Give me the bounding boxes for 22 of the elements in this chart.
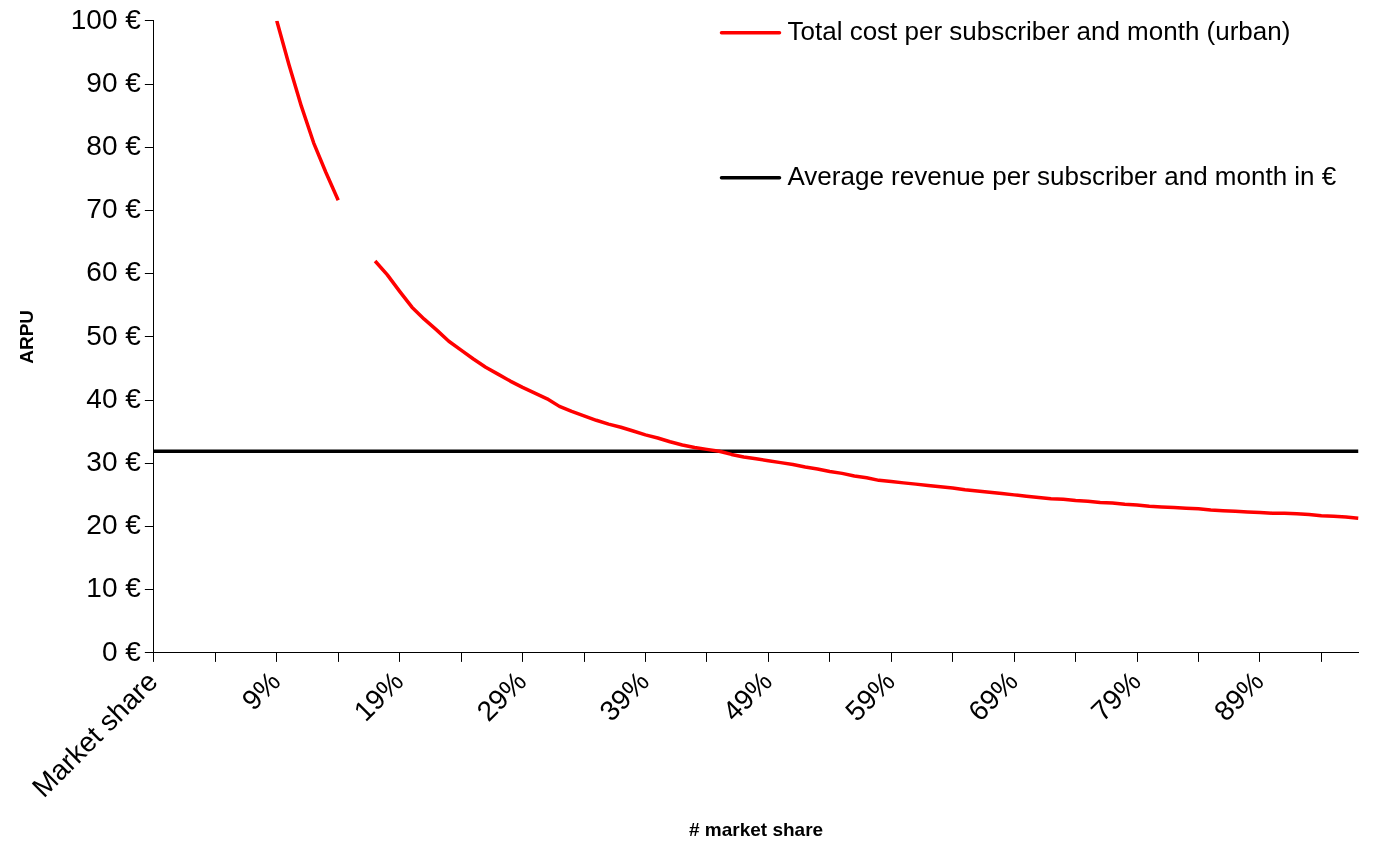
- x-tick-label: 59%: [839, 665, 901, 728]
- y-tick-label: 70 €: [86, 193, 142, 225]
- x-tick-label: 49%: [716, 665, 779, 728]
- x-tick-label: 69%: [962, 665, 1024, 728]
- y-tick-label: 80 €: [86, 129, 142, 161]
- x-tick-label: 39%: [593, 665, 656, 728]
- y-tick-label: 10 €: [86, 572, 142, 604]
- y-tick-label: 0 €: [101, 635, 142, 667]
- x-axis-title: # market share: [688, 818, 824, 840]
- x-tick-label: 9%: [235, 665, 287, 717]
- y-tick-label: 100 €: [70, 3, 142, 35]
- x-tick-label: 79%: [1085, 665, 1147, 728]
- y-tick-label: 30 €: [86, 445, 142, 477]
- legend-label: Average revenue per subscriber and month in €: [787, 160, 1337, 191]
- y-tick-label: 50 €: [86, 319, 142, 351]
- y-tick-label: 40 €: [86, 382, 142, 414]
- y-tick-label: 20 €: [86, 509, 142, 541]
- y-tick-label: 90 €: [86, 66, 142, 98]
- legend-label: Total cost per subscriber and month (urban): [787, 15, 1291, 46]
- y-tick-label: 60 €: [86, 256, 142, 288]
- y-axis-title: ARPU: [15, 309, 37, 364]
- x-tick-label: 89%: [1208, 665, 1270, 728]
